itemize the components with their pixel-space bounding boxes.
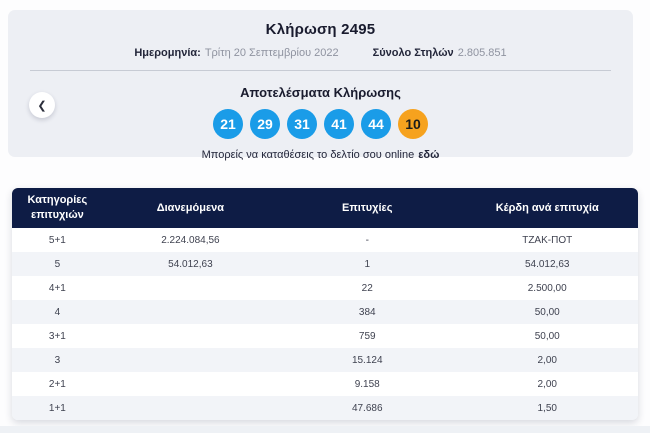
table-row: 1+1 47.686 1,50 [12,396,638,420]
panel-divider [30,70,611,71]
table-row: 5 54.012,63 1 54.012,63 [12,252,638,276]
cell-distributed [102,348,279,372]
column-header: Διανεμόμενα [102,188,279,228]
joker-ball: 10 [398,109,428,139]
cell-prize: ΤΖΑΚ-ΠΟΤ [456,228,638,252]
next-section-edge [0,426,650,433]
table-row: 3+1 759 50,00 [12,324,638,348]
cell-prize: 1,50 [456,396,638,420]
chevron-left-icon: ❮ [37,99,47,112]
cell-category: 4 [12,300,103,324]
cell-distributed [102,276,279,300]
online-submit-line: Μπορείς να καταθέσεις το δελτίο σου onli… [8,149,633,161]
results-table-head-row: Κατηγορίες επιτυχιών Διανεμόμενα Επιτυχίες… [12,188,638,228]
cell-distributed: 2.224.084,56 [102,228,279,252]
cell-wins: 1 [278,252,457,276]
table-row: 2+1 9.158 2,00 [12,372,638,396]
draw-title: Κλήρωση 2495 [265,21,376,38]
draw-meta-row: Ημερομηνία: Τρίτη 20 Σεπτεμβρίου 2022 Σύν… [8,47,633,59]
cell-distributed: 54.012,63 [102,252,279,276]
numbers-row: 21 29 31 41 44 10 [8,109,633,139]
cell-wins: 15.124 [278,348,457,372]
draw-date: Ημερομηνία: Τρίτη 20 Σεπτεμβρίου 2022 [134,47,338,59]
cell-category: 4+1 [12,276,103,300]
cell-prize: 54.012,63 [456,252,638,276]
cell-prize: 2,00 [456,348,638,372]
cell-distributed [102,396,279,420]
cell-wins: 9.158 [278,372,457,396]
columns-label: Σύνολο Στηλών [372,47,454,59]
cell-category: 5 [12,252,103,276]
cell-wins: 22 [278,276,457,300]
results-table: Κατηγορίες επιτυχιών Διανεμόμενα Επιτυχίες… [12,188,638,420]
cell-wins: 759 [278,324,457,348]
cell-category: 2+1 [12,372,103,396]
date-label: Ημερομηνία: [134,47,201,59]
column-header: Κέρδη ανά επιτυχία [456,188,638,228]
draw-columns-total: Σύνολο Στηλών 2.805.851 [373,47,507,59]
number-ball: 41 [324,109,354,139]
cell-prize: 50,00 [456,300,638,324]
draw-summary-panel: Κλήρωση 2495 Ημερομηνία: Τρίτη 20 Σεπτεμβ… [8,10,633,161]
number-ball: 44 [361,109,391,139]
date-value: Τρίτη 20 Σεπτεμβρίου 2022 [204,47,339,59]
results-title: Αποτελέσματα Κλήρωσης [240,85,401,100]
previous-draw-button[interactable]: ❮ [29,92,55,118]
number-ball: 29 [250,109,280,139]
table-row: 4 384 50,00 [12,300,638,324]
columns-value: 2.805.851 [457,47,507,59]
column-header: Επιτυχίες [278,188,457,228]
cell-category: 5+1 [12,228,103,252]
cell-wins: - [278,228,457,252]
cell-category: 3+1 [12,324,103,348]
cell-wins: 47.686 [278,396,457,420]
cell-prize: 2,00 [456,372,638,396]
table-row: 5+1 2.224.084,56- ΤΖΑΚ-ΠΟΤ [12,228,638,252]
table-row: 3 15.124 2,00 [12,348,638,372]
cell-wins: 384 [278,300,457,324]
cell-category: 3 [12,348,103,372]
online-link[interactable]: εδώ [418,149,440,161]
results-table-body: 5+1 2.224.084,56- ΤΖΑΚ-ΠΟΤ 5 54.012,63 1 54.01… [12,228,638,420]
online-text: Μπορείς να καταθέσεις το δελτίο σου onli… [201,149,415,161]
number-ball: 21 [213,109,243,139]
number-ball: 31 [287,109,317,139]
column-header: Κατηγορίες επιτυχιών [12,188,103,228]
cell-distributed [102,300,279,324]
cell-prize: 50,00 [456,324,638,348]
table-row: 4+1 22 2.500,00 [12,276,638,300]
cell-distributed [102,324,279,348]
cell-category: 1+1 [12,396,103,420]
cell-distributed [102,372,279,396]
cell-prize: 2.500,00 [456,276,638,300]
